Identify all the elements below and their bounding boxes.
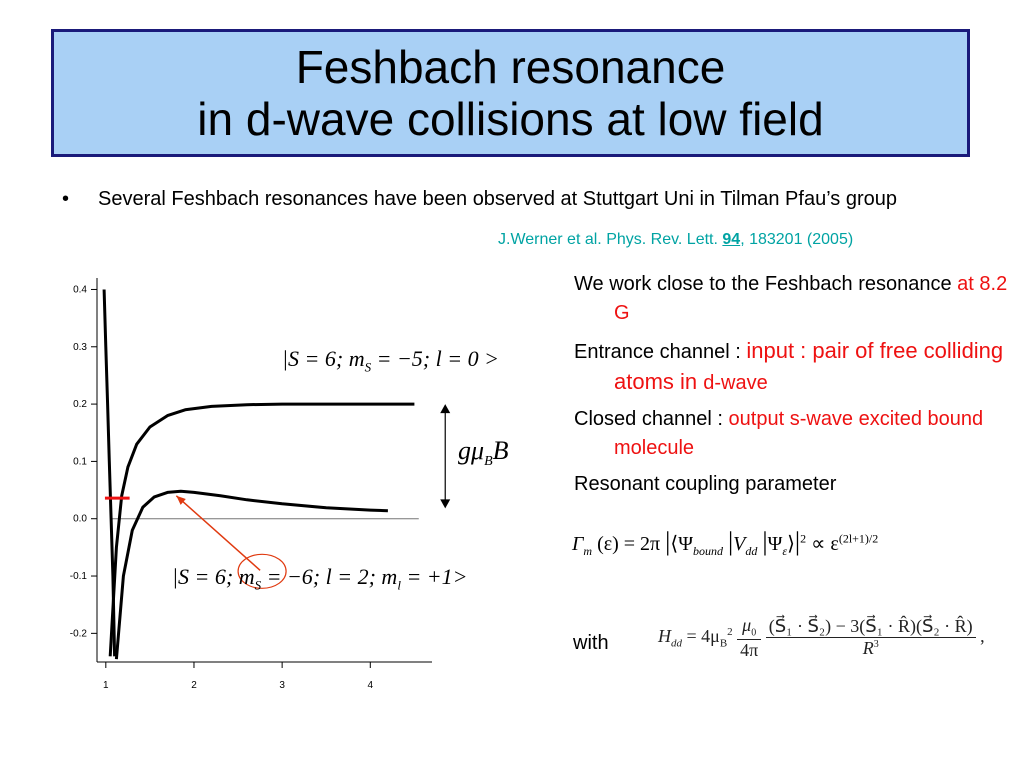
x-tick-label: 3 — [279, 680, 285, 691]
bullet-dot: • — [62, 188, 70, 210]
title-line-1: Feshbach resonance — [295, 41, 726, 93]
fraction-dipole: (S⃗₁ · S⃗₂) − 3(S⃗₁ · R̂)(S⃗₂ · R̂) R3 — [765, 616, 976, 659]
plot-axes: 0.4 0.3 0.2 0.1 0.0 -0.1 -0.2 1 2 3 4 — [70, 278, 432, 691]
pointer-arrow-head — [176, 495, 186, 505]
paragraph-resonance: We work close to the Feshbach resonance … — [574, 273, 1008, 324]
gap-arrow-head-top — [440, 404, 451, 414]
reference-citation: J.Werner et al. Phys. Rev. Lett. 94, 183… — [498, 231, 853, 249]
y-tick-label: -0.2 — [70, 628, 88, 639]
y-tick-label: -0.1 — [70, 571, 88, 582]
plot-curves — [102, 289, 415, 660]
paragraph-coupling: Resonant coupling parameter — [574, 473, 837, 495]
y-tick-label: 0.2 — [73, 399, 87, 410]
y-tick-label: 0.0 — [73, 514, 87, 525]
potential-curve-3 — [102, 289, 117, 657]
y-tick-label: 0.3 — [73, 342, 87, 353]
title-box: Feshbach resonance in d-wave collisions … — [51, 29, 970, 157]
bullet-text: Several Feshbach resonances have been ob… — [98, 188, 897, 210]
y-tick-label: 0.1 — [73, 456, 87, 467]
x-tick-label: 2 — [191, 680, 197, 691]
formula-hdd: Hdd = 4μB2 μ0 4π (S⃗₁ · S⃗₂) − 3(S⃗₁ · R… — [658, 615, 985, 661]
reference-suffix: , 183201 (2005) — [740, 231, 854, 248]
potential-curve-2 — [114, 489, 388, 660]
right-column: We work close to the Feshbach resonance … — [574, 270, 1014, 499]
potential-plot: 0.4 0.3 0.2 0.1 0.0 -0.1 -0.2 1 2 3 4 — [70, 278, 451, 691]
x-tick-label: 1 — [103, 680, 109, 691]
fraction-mu0: μ0 4π — [737, 615, 762, 661]
state-label-top: |S = 6; mS = −5; l = 0 > — [282, 346, 499, 375]
reference-volume: 94 — [722, 231, 741, 248]
state-label-bottom: |S = 6; mS = −6; l = 2; ml = +1> — [172, 564, 468, 593]
gap-arrow-head-bottom — [440, 499, 451, 509]
potential-curve-1 — [108, 402, 415, 657]
with-label: with — [573, 632, 609, 654]
formula-gamma: Γm (ε) = 2π |⟨Ψbound |Vdd |Ψε⟩|2 ∝ ε(2l+… — [572, 527, 879, 558]
y-tick-label: 0.4 — [73, 284, 87, 295]
reference-prefix: J.Werner et al. Phys. Rev. Lett. — [498, 231, 723, 248]
highlight-circle — [237, 553, 287, 589]
paragraph-entrance: Entrance channel : input : pair of free … — [574, 338, 1004, 394]
pointer-arrow-line — [175, 495, 261, 571]
title-line-2: in d-wave collisions at low field — [197, 93, 824, 145]
x-tick-label: 4 — [368, 680, 374, 691]
plot-annotations — [104, 404, 451, 589]
paragraph-closed: Closed channel : output s-wave excited b… — [574, 408, 984, 459]
gap-label: gμBB — [458, 436, 509, 470]
